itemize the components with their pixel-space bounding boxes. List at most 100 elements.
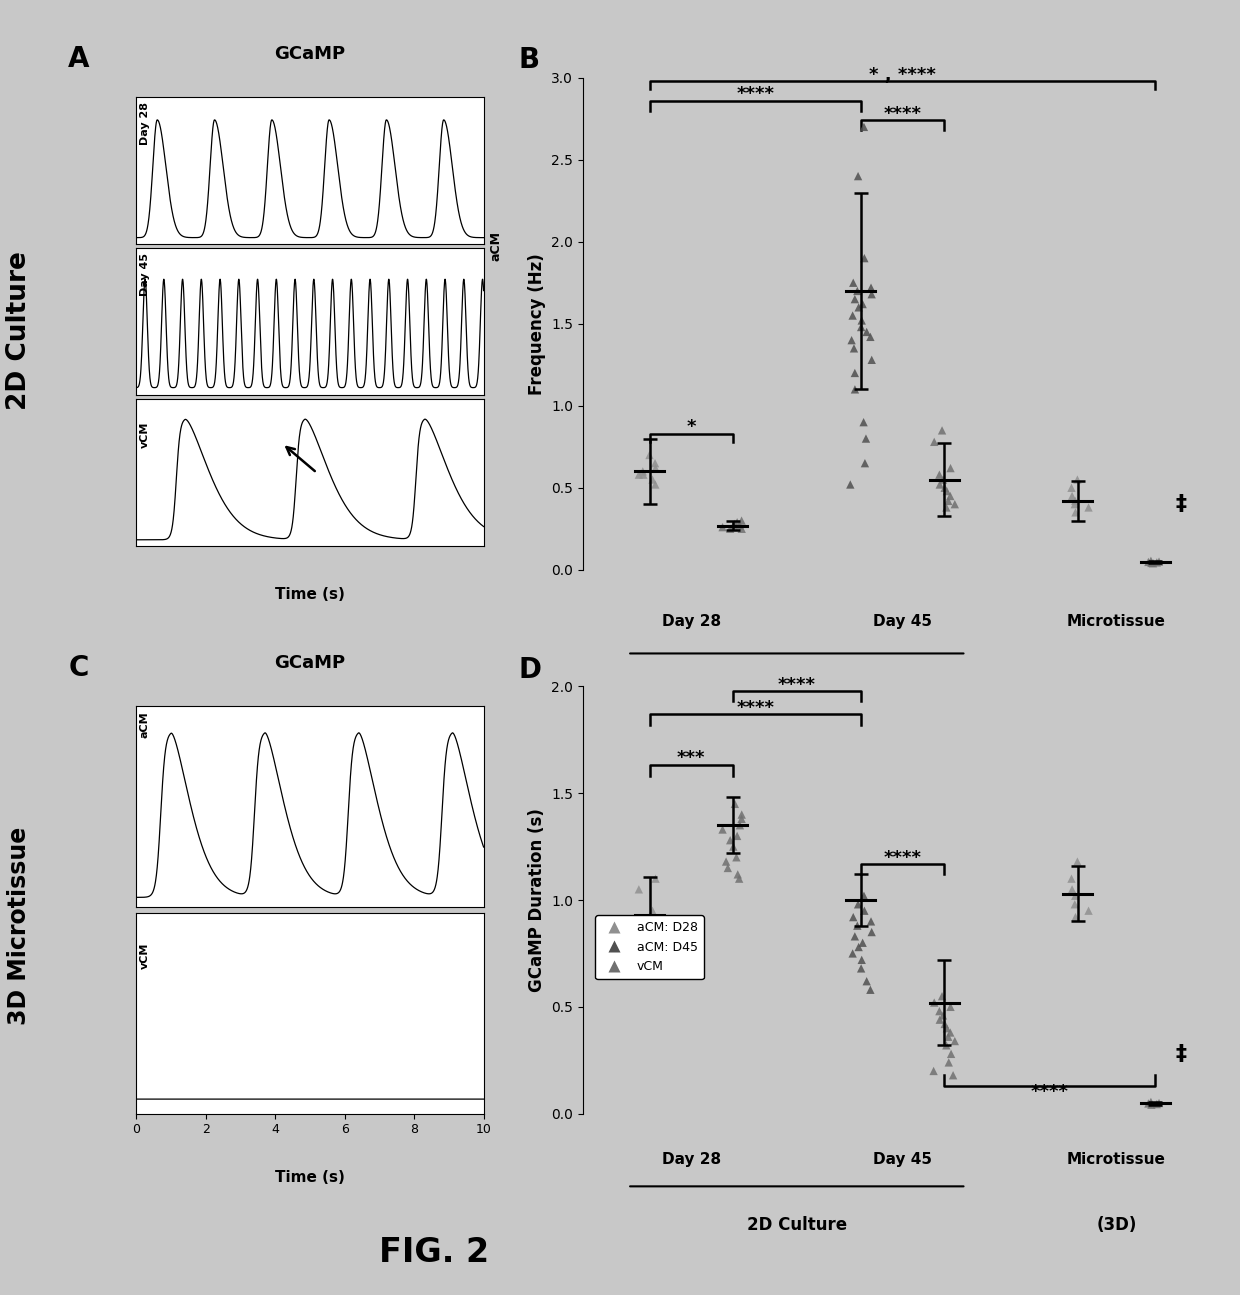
Point bbox=[843, 943, 863, 963]
Point bbox=[842, 330, 862, 351]
Point bbox=[713, 517, 733, 537]
Point bbox=[732, 808, 751, 829]
Point bbox=[857, 321, 877, 342]
Point bbox=[717, 851, 737, 872]
Point bbox=[730, 515, 750, 536]
Point bbox=[924, 1061, 944, 1081]
Point bbox=[1065, 491, 1085, 512]
Point bbox=[941, 1044, 961, 1064]
Text: GCaMP: GCaMP bbox=[274, 45, 346, 63]
Point bbox=[732, 804, 751, 825]
Point bbox=[843, 272, 863, 293]
Point bbox=[730, 815, 750, 835]
Point bbox=[634, 465, 653, 486]
Point bbox=[856, 429, 875, 449]
Text: ****: **** bbox=[737, 699, 774, 717]
Point bbox=[853, 932, 873, 953]
Point bbox=[854, 247, 874, 268]
Point bbox=[1138, 552, 1158, 572]
Text: aCM: aCM bbox=[140, 712, 150, 738]
Point bbox=[856, 453, 875, 474]
Point bbox=[945, 493, 965, 514]
Point bbox=[930, 474, 950, 495]
Point bbox=[924, 431, 944, 452]
Point bbox=[1068, 469, 1087, 490]
Text: vCM: vCM bbox=[140, 421, 150, 448]
Point bbox=[853, 412, 873, 433]
Point bbox=[939, 491, 959, 512]
Point bbox=[1142, 1094, 1162, 1115]
Text: FIG. 2: FIG. 2 bbox=[379, 1237, 489, 1269]
Text: (3D): (3D) bbox=[1096, 688, 1137, 706]
Text: D: D bbox=[518, 655, 542, 684]
Point bbox=[854, 886, 874, 906]
Point bbox=[645, 453, 665, 474]
Point bbox=[940, 486, 960, 506]
Text: B: B bbox=[518, 45, 539, 74]
Point bbox=[851, 958, 870, 979]
Point bbox=[843, 306, 863, 326]
Point bbox=[718, 857, 738, 878]
Point bbox=[645, 953, 665, 974]
Point bbox=[720, 518, 740, 539]
Text: vCM: vCM bbox=[140, 943, 150, 970]
Point bbox=[640, 444, 660, 465]
Point bbox=[932, 420, 952, 440]
Point bbox=[1065, 502, 1085, 523]
Legend: aCM: D28, aCM: D45, vCM: aCM: D28, aCM: D45, vCM bbox=[595, 916, 704, 979]
Text: 2D Culture: 2D Culture bbox=[746, 688, 847, 706]
Text: ‡: ‡ bbox=[1176, 495, 1187, 514]
Point bbox=[732, 510, 751, 531]
Point bbox=[727, 512, 746, 532]
Point bbox=[853, 294, 873, 315]
Point bbox=[932, 469, 952, 490]
Point bbox=[936, 497, 956, 518]
Point bbox=[851, 317, 870, 338]
Text: A: A bbox=[68, 45, 89, 74]
Point bbox=[1063, 879, 1083, 900]
Text: Day 28: Day 28 bbox=[662, 614, 720, 629]
Text: Time (s): Time (s) bbox=[275, 1169, 345, 1185]
Point bbox=[854, 117, 874, 137]
Point bbox=[844, 926, 864, 947]
Point bbox=[939, 1027, 959, 1048]
Point bbox=[642, 469, 662, 490]
Text: (3D): (3D) bbox=[1096, 1216, 1137, 1234]
Text: ****: **** bbox=[883, 848, 921, 866]
Point bbox=[1147, 1094, 1167, 1115]
Point bbox=[646, 869, 666, 890]
Point bbox=[847, 281, 867, 302]
Point bbox=[645, 474, 665, 495]
Point bbox=[1149, 552, 1169, 572]
Point bbox=[1068, 851, 1087, 872]
Text: ‡: ‡ bbox=[1176, 1044, 1187, 1064]
Point bbox=[1065, 493, 1085, 514]
Point bbox=[940, 1022, 960, 1042]
Point bbox=[939, 1052, 959, 1072]
Point bbox=[854, 900, 874, 921]
Point bbox=[1065, 894, 1085, 914]
Point bbox=[1061, 478, 1081, 499]
Point bbox=[862, 284, 882, 304]
Point bbox=[640, 922, 660, 943]
Point bbox=[941, 457, 961, 478]
Point bbox=[852, 310, 872, 330]
Point bbox=[930, 465, 950, 486]
Point bbox=[944, 1064, 963, 1085]
Text: aCM: aCM bbox=[490, 232, 502, 262]
Point bbox=[843, 906, 863, 927]
Point bbox=[862, 922, 882, 943]
Point bbox=[937, 1018, 957, 1039]
Point bbox=[723, 837, 743, 857]
Text: 2D Culture: 2D Culture bbox=[746, 1216, 847, 1234]
Point bbox=[930, 1009, 950, 1030]
Point bbox=[1142, 553, 1162, 574]
Point bbox=[629, 879, 649, 900]
Point bbox=[720, 830, 740, 851]
Text: Microtissue: Microtissue bbox=[1066, 1153, 1166, 1167]
Point bbox=[1141, 1092, 1161, 1112]
Point bbox=[861, 326, 880, 347]
Point bbox=[924, 992, 944, 1013]
Point bbox=[861, 277, 880, 298]
Point bbox=[852, 949, 872, 970]
